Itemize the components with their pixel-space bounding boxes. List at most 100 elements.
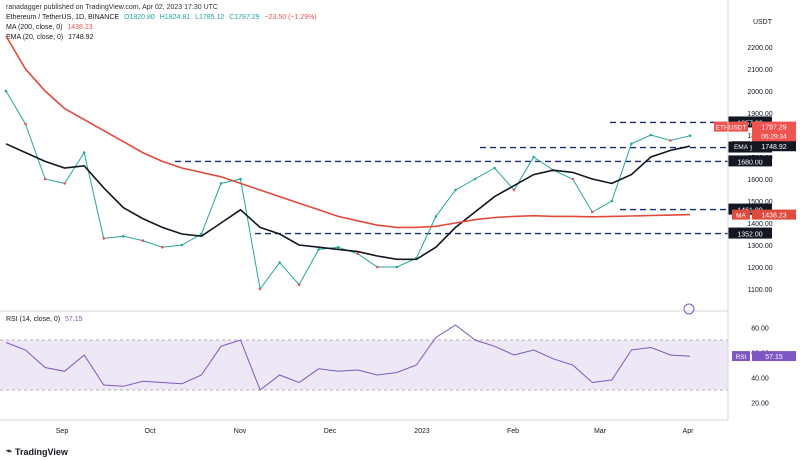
- price-point: [82, 151, 86, 154]
- price-tick: 1600.00: [747, 177, 772, 184]
- rsi-legend-value: 57.15: [65, 316, 83, 323]
- ohlc-open: O1820.80: [124, 14, 155, 21]
- rsi-tick: 20.00: [751, 401, 769, 408]
- price-tag-countdown: 06:29:34: [761, 134, 787, 141]
- time-label: Apr: [683, 428, 695, 435]
- axis-tags: ETHUSDT 1797.29 06:29:34 EMA 1748.92 MA 1438.2…: [714, 121, 796, 362]
- price-point: [24, 122, 27, 126]
- level-tag-label: 1743.00: [737, 146, 762, 153]
- ma-tag-bg: [752, 209, 796, 220]
- price-point: [43, 177, 47, 181]
- price-point: [649, 133, 653, 137]
- price-tick: 1100.00: [748, 287, 773, 294]
- level-tag-bg: [728, 155, 772, 167]
- rsi-tick: 80.00: [751, 326, 769, 333]
- level-tag-bg: [728, 141, 772, 153]
- price-point: [434, 215, 438, 218]
- price-tick: 2200.00: [747, 45, 772, 52]
- ohlc-change: −23.50 (−1.29%): [264, 14, 317, 21]
- price-tick: 1300.00: [747, 243, 772, 250]
- ema-legend-label: EMA (20, close, 0): [6, 34, 64, 41]
- price-point: [356, 252, 360, 256]
- ema-legend-value: 1748.92: [68, 34, 94, 41]
- price-tick: 1200.00: [747, 265, 772, 272]
- level-tag-bg: [728, 227, 772, 239]
- price-point: [258, 287, 262, 291]
- rsi-tag-value: 57.15: [765, 354, 783, 361]
- time-label: Sep: [56, 428, 69, 435]
- rsi-tag-bg: [752, 351, 796, 362]
- price-point: [376, 265, 379, 269]
- rsi-tag-name: RSI: [736, 354, 747, 361]
- price-point: [630, 142, 633, 146]
- time-label: Mar: [594, 428, 607, 435]
- price-tick: 2100.00: [747, 67, 772, 74]
- ohlc-close: C1797.29: [229, 14, 260, 21]
- price-point: [180, 243, 184, 247]
- price-point: [473, 177, 477, 181]
- publisher-line: ranadagger published on TradingView.com,…: [6, 4, 218, 11]
- price-point: [102, 237, 106, 240]
- rsi-legend-label: RSI (14, close, 0): [6, 316, 61, 323]
- rsi-tag-name-bg: [732, 351, 750, 362]
- price-point: [669, 139, 672, 142]
- rsi-axis: 80.00 60.00 40.00 20.00: [751, 326, 769, 408]
- rsi-tick: 60.00: [751, 351, 769, 358]
- rsi-band-layer: [0, 339, 728, 391]
- ema-legend[interactable]: EMA (20, close, 0) 1748.92: [6, 33, 96, 42]
- symbol-title[interactable]: Ethereum / TetherUS, 1D, BINANCE: [6, 14, 120, 21]
- symbol-line: Ethereum / TetherUS, 1D, BINANCE O1820.8…: [6, 13, 320, 22]
- rsi-tick: 40.00: [751, 376, 769, 383]
- price-axis: 2200.00 2100.00 2000.00 1900.00 1800.00 1700.…: [747, 19, 772, 294]
- ohlc-high: H1824.81: [159, 14, 191, 21]
- tradingview-brand: TradingView: [15, 446, 68, 457]
- ma-tag-value: 1438.23: [761, 213, 786, 220]
- price-point: [415, 256, 418, 260]
- price-point: [512, 188, 516, 192]
- price-point: [571, 177, 575, 181]
- series-lines: [4, 35, 692, 391]
- ma-tag-name-bg: [732, 209, 750, 220]
- currency-label: USDT: [753, 19, 773, 26]
- level-tag-bg: [728, 203, 772, 215]
- price-point: [161, 245, 164, 249]
- time-label: Oct: [145, 428, 156, 435]
- price-point: [336, 245, 340, 249]
- symbol-tag-bg: [714, 121, 748, 132]
- time-label: Nov: [234, 428, 247, 435]
- price-point: [688, 134, 692, 137]
- ema-tag-name-bg: [732, 141, 750, 152]
- level-tag-label: 1461.00: [737, 208, 762, 215]
- price-point: [454, 188, 457, 192]
- tradingview-footer[interactable]: ⌁ TradingView: [6, 446, 68, 457]
- ma-tag-name: MA: [736, 213, 746, 220]
- symbol-tag-label: ETHUSDT: [716, 125, 747, 132]
- price-point: [317, 248, 320, 251]
- price-tick: 1400.00: [747, 221, 772, 228]
- price-point: [610, 199, 614, 203]
- time-label: 2023: [414, 428, 430, 435]
- price-tag-bg: [752, 121, 796, 142]
- price-tick: 1800.00: [747, 133, 772, 140]
- rsi-line: [5, 324, 691, 391]
- price-tag-value: 1797.29: [761, 125, 786, 132]
- rsi-legend[interactable]: RSI (14, close, 0) 57.15: [6, 315, 86, 324]
- level-tag-label: 1352.00: [737, 232, 762, 239]
- price-point: [297, 283, 301, 286]
- price-point: [395, 265, 399, 269]
- price-point: [200, 232, 203, 236]
- ema-tag-bg: [752, 141, 796, 152]
- rsi-band: [0, 340, 728, 390]
- tradingview-logo-icon: ⌁: [6, 446, 13, 457]
- price-tick: 1900.00: [747, 111, 772, 118]
- series-line-ma: [5, 35, 691, 229]
- level-tag-label: 1680.00: [737, 159, 762, 166]
- price-tick: 2000.00: [747, 89, 772, 96]
- level-lines: 1857.00 1743.00 1680.00 1461.00 1352.00: [175, 116, 772, 239]
- ma-legend[interactable]: MA (200, close, 0) 1438.23: [6, 23, 96, 32]
- price-tick: 1500.00: [747, 199, 772, 206]
- price-point: [4, 89, 8, 93]
- time-axis: Sep Oct Nov Dec 2023 Feb Mar Apr: [56, 428, 694, 435]
- ema-tag-value: 1748.92: [761, 144, 786, 151]
